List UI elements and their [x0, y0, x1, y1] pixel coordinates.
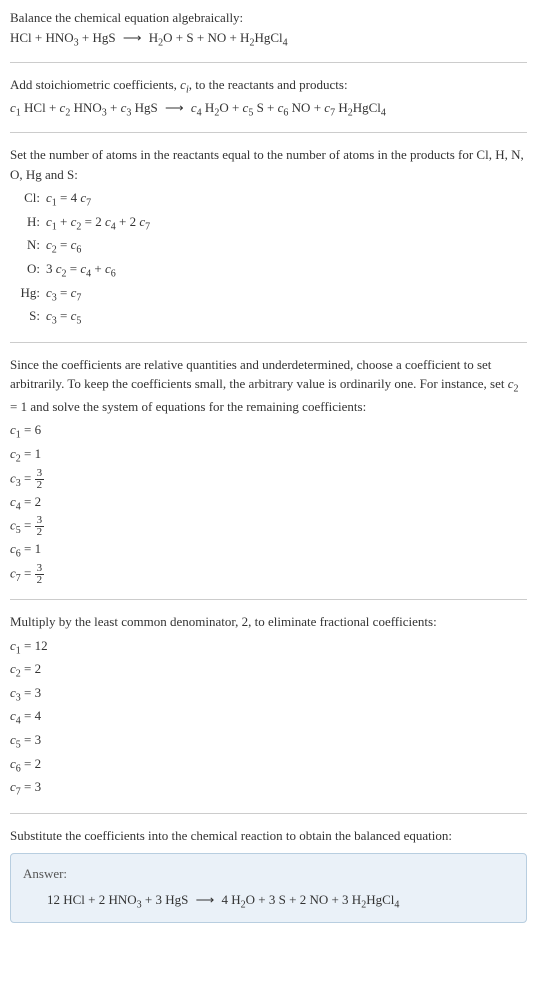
coeff-row: c3 = 3: [10, 683, 527, 707]
atom-label: N:: [18, 235, 46, 256]
atom-label: S:: [18, 306, 46, 327]
intro-section: Balance the chemical equation algebraica…: [10, 8, 527, 50]
atom-eq: c1 = 4 c7: [46, 188, 527, 212]
intro-equation: HCl + HNO3 + HgS ⟶ H2O + S + NO + H2HgCl…: [10, 28, 527, 51]
atom-eq: c3 = c7: [46, 283, 527, 307]
multiply-section: Multiply by the least common denominator…: [10, 612, 527, 801]
atom-eq: c3 = c5: [46, 306, 527, 330]
coeff-row: c1 = 12: [10, 636, 527, 660]
multiply-text: Multiply by the least common denominator…: [10, 612, 527, 632]
atom-row: Cl: c1 = 4 c7: [18, 188, 527, 212]
atom-row: O: 3 c2 = c4 + c6: [18, 259, 527, 283]
atom-row: N: c2 = c6: [18, 235, 527, 259]
stoich-equation: c1 HCl + c2 HNO3 + c3 HgS ⟶ c4 H2O + c5 …: [10, 98, 527, 121]
coeff-row: c7 = 32: [10, 563, 527, 587]
atoms-intro: Set the number of atoms in the reactants…: [10, 145, 527, 184]
atoms-section: Set the number of atoms in the reactants…: [10, 145, 527, 330]
atom-row: Hg: c3 = c7: [18, 283, 527, 307]
coeff-row: c5 = 32: [10, 515, 527, 539]
answer-box: Answer: 12 HCl + 2 HNO3 + 3 HgS ⟶ 4 H2O …: [10, 853, 527, 923]
stoich-section: Add stoichiometric coefficients, ci, to …: [10, 75, 527, 120]
atom-row: H: c1 + c2 = 2 c4 + 2 c7: [18, 212, 527, 236]
answer-equation: 12 HCl + 2 HNO3 + 3 HgS ⟶ 4 H2O + 3 S + …: [23, 890, 514, 913]
atom-label: H:: [18, 212, 46, 233]
coeff-row: c6 = 1: [10, 539, 527, 563]
coeff-row: c3 = 32: [10, 468, 527, 492]
coeff-row: c5 = 3: [10, 730, 527, 754]
atom-eq: 3 c2 = c4 + c6: [46, 259, 527, 283]
atom-label: Cl:: [18, 188, 46, 209]
stoich-text1: Add stoichiometric coefficients,: [10, 77, 180, 92]
coeff-row: c1 = 6: [10, 420, 527, 444]
intro-line1: Balance the chemical equation algebraica…: [10, 8, 527, 28]
coeff-row: c4 = 2: [10, 492, 527, 516]
atom-eq: c2 = c6: [46, 235, 527, 259]
divider: [10, 342, 527, 343]
atom-label: O:: [18, 259, 46, 280]
divider: [10, 813, 527, 814]
coeff-row: c2 = 1: [10, 444, 527, 468]
atom-eq: c1 + c2 = 2 c4 + 2 c7: [46, 212, 527, 236]
coeff-list-2: c1 = 12 c2 = 2 c3 = 3 c4 = 4 c5 = 3 c6 =…: [10, 636, 527, 801]
coeff-row: c6 = 2: [10, 754, 527, 778]
substitute-section: Substitute the coefficients into the che…: [10, 826, 527, 924]
atom-label: Hg:: [18, 283, 46, 304]
coeff-row: c2 = 2: [10, 659, 527, 683]
coeff-row: c7 = 3: [10, 777, 527, 801]
divider: [10, 62, 527, 63]
answer-label: Answer:: [23, 864, 514, 884]
divider: [10, 132, 527, 133]
stoich-text2: , to the reactants and products:: [189, 77, 348, 92]
arbitrary-section: Since the coefficients are relative quan…: [10, 355, 527, 587]
divider: [10, 599, 527, 600]
stoich-text: Add stoichiometric coefficients, ci, to …: [10, 75, 527, 98]
atom-row: S: c3 = c5: [18, 306, 527, 330]
stoich-ci: ci: [180, 77, 189, 92]
substitute-text: Substitute the coefficients into the che…: [10, 826, 527, 846]
coeff-list-1: c1 = 6 c2 = 1 c3 = 32 c4 = 2 c5 = 32 c6 …: [10, 420, 527, 587]
atom-table: Cl: c1 = 4 c7 H: c1 + c2 = 2 c4 + 2 c7 N…: [18, 188, 527, 330]
coeff-row: c4 = 4: [10, 706, 527, 730]
arbitrary-text: Since the coefficients are relative quan…: [10, 355, 527, 417]
